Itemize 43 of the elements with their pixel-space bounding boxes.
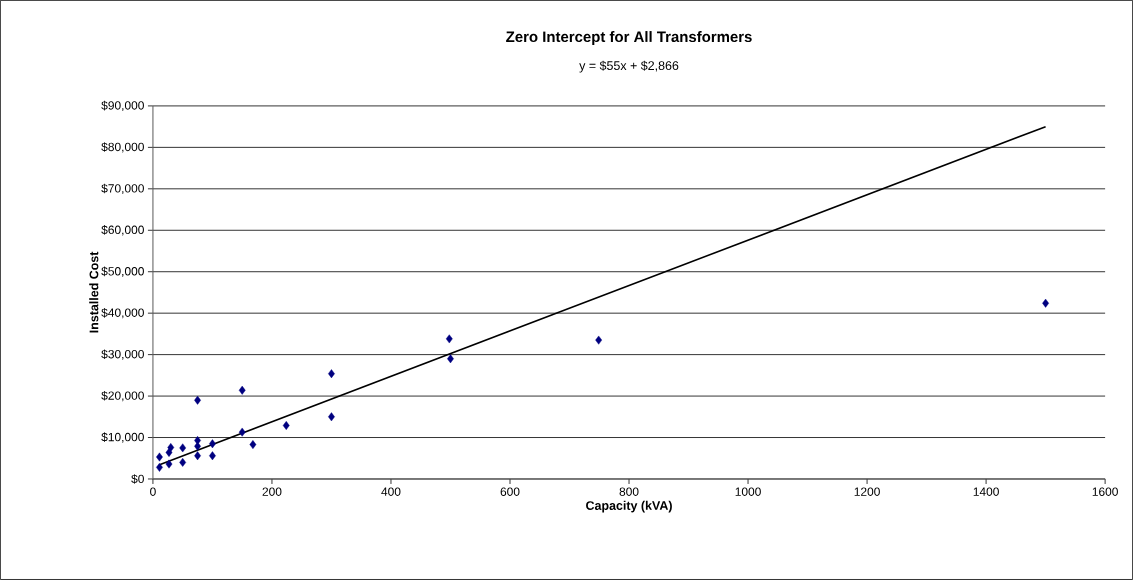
point [194, 451, 201, 461]
x-tick-label: 400 [381, 487, 401, 496]
chart-subtitle: y = $55x + $2,866 [579, 60, 679, 73]
point [238, 427, 246, 437]
x-tick-label: 0 [150, 487, 156, 496]
point [167, 443, 175, 452]
point [282, 421, 290, 430]
y-tick-label: $0 [131, 474, 144, 484]
point [249, 440, 257, 450]
point [194, 395, 201, 405]
point [156, 463, 163, 472]
point [209, 439, 216, 449]
x-tick-label: 800 [619, 487, 639, 496]
point [328, 412, 335, 422]
point [156, 452, 163, 462]
point [179, 443, 187, 453]
y-tick-label: $30,000 [101, 349, 144, 360]
x-tick-label: 1400 [973, 487, 999, 496]
x-tick-label: 600 [500, 487, 520, 496]
point [1042, 298, 1049, 308]
y-tick-label: $90,000 [101, 100, 144, 112]
x-tick-label: 200 [262, 487, 282, 496]
y-tick-label: $20,000 [101, 390, 144, 402]
point [179, 458, 187, 467]
y-tick-label: $60,000 [101, 225, 144, 236]
point [447, 354, 454, 364]
chart-title: Zero Intercept for All Transformers [506, 31, 752, 46]
y-tick-label: $50,000 [101, 266, 144, 277]
point [165, 459, 173, 469]
point [238, 385, 246, 395]
point [445, 334, 453, 344]
x-axis-title: Capacity (kVA) [586, 500, 672, 513]
point [328, 369, 335, 379]
y-tick-label: $80,000 [101, 142, 144, 153]
y-tick-label: $70,000 [101, 183, 144, 195]
point [209, 451, 216, 461]
y-tick-label: $40,000 [101, 308, 144, 319]
y-axis-title: Installed Cost [89, 251, 99, 333]
y-tick-label: $10,000 [101, 432, 144, 443]
x-tick-label: 1200 [854, 487, 880, 496]
x-tick-label: 1000 [735, 487, 761, 496]
x-tick-label: 1600 [1092, 487, 1118, 496]
point [595, 335, 603, 345]
